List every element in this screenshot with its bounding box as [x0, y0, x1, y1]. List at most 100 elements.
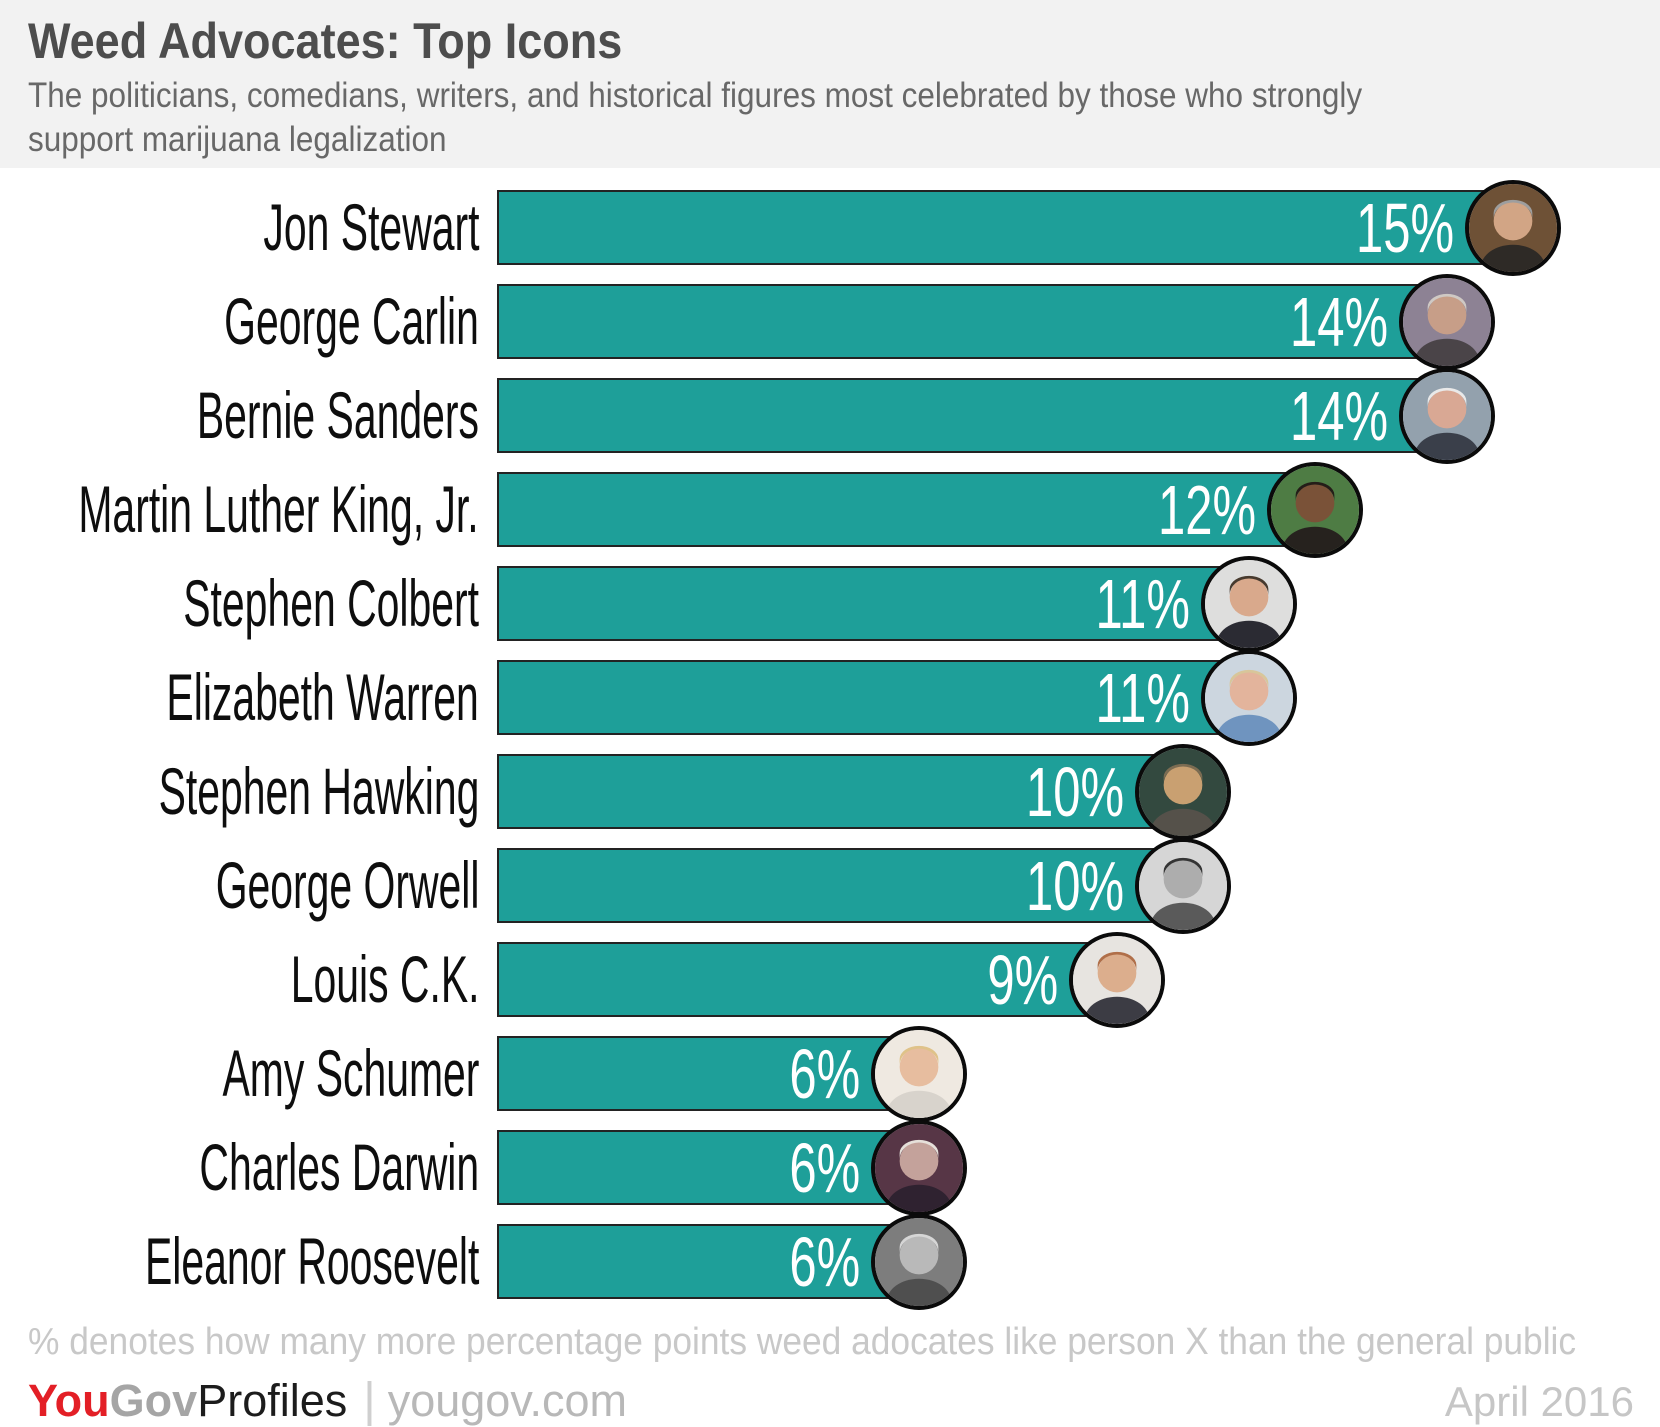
value-bar: 11%: [497, 566, 1249, 641]
logo-separator: |: [363, 1374, 376, 1427]
portrait-jon-stewart: [1469, 184, 1557, 272]
chart-row: Stephen Hawking 10%: [0, 744, 1660, 840]
person-name-label: Jon Stewart: [262, 190, 479, 264]
value-label: 12%: [1157, 470, 1256, 549]
chart-row: Charles Darwin 6%: [0, 1120, 1660, 1216]
portrait-martin-luther-king-jr: [1271, 466, 1359, 554]
logo-you: You: [28, 1375, 110, 1426]
bar-track: 11%: [497, 650, 1660, 746]
value-label: 6%: [789, 1034, 860, 1113]
bar-track: 12%: [497, 462, 1660, 558]
portrait-louis-ck: [1073, 936, 1161, 1024]
person-name-label: Amy Schumer: [222, 1036, 479, 1110]
value-label: 11%: [1095, 564, 1190, 643]
person-name-label: Stephen Colbert: [183, 566, 479, 640]
bar-track: 14%: [497, 274, 1660, 370]
value-bar: 10%: [497, 848, 1183, 923]
value-bar: 12%: [497, 472, 1315, 547]
portrait-elizabeth-warren: [1205, 654, 1293, 742]
portrait-amy-schumer: [875, 1030, 963, 1118]
person-name-label: Eleanor Roosevelt: [144, 1224, 479, 1298]
bar-track: 6%: [497, 1026, 1660, 1122]
chart-row: Bernie Sanders 14%: [0, 368, 1660, 464]
bar-track: 14%: [497, 368, 1660, 464]
publication-date: April 2016: [1444, 1378, 1634, 1425]
value-label: 14%: [1289, 376, 1388, 455]
chart-row: Eleanor Roosevelt 6%: [0, 1214, 1660, 1310]
person-name-label: George Carlin: [224, 284, 479, 358]
value-bar: 10%: [497, 754, 1183, 829]
value-bar: 6%: [497, 1224, 919, 1299]
chart-footnote: % denotes how many more percentage point…: [28, 1321, 1577, 1363]
avatar-jon-stewart: [1465, 180, 1561, 276]
page-title: Weed Advocates: Top Icons: [28, 13, 623, 69]
person-name-label: George Orwell: [215, 848, 479, 922]
value-label: 6%: [789, 1128, 860, 1207]
chart-row: George Carlin 14%: [0, 274, 1660, 370]
bar-track: 11%: [497, 556, 1660, 652]
avatar-louis-ck: [1069, 932, 1165, 1028]
chart-row: Louis C.K. 9%: [0, 932, 1660, 1028]
avatar-george-carlin: [1399, 274, 1495, 370]
value-bar: 11%: [497, 660, 1249, 735]
portrait-stephen-colbert: [1205, 560, 1293, 648]
avatar-martin-luther-king-jr: [1267, 462, 1363, 558]
portrait-george-carlin: [1403, 278, 1491, 366]
subtitle-line-2: support marijuana legalization: [28, 120, 447, 159]
logo-gov: Gov: [109, 1375, 198, 1426]
value-bar: 14%: [497, 284, 1447, 359]
portrait-stephen-hawking: [1139, 748, 1227, 836]
avatar-eleanor-roosevelt: [871, 1214, 967, 1310]
value-bar: 6%: [497, 1036, 919, 1111]
person-name-label: Elizabeth Warren: [166, 660, 479, 734]
value-label: 6%: [789, 1222, 860, 1301]
value-label: 14%: [1289, 282, 1388, 361]
chart-row: George Orwell 10%: [0, 838, 1660, 934]
person-name-label: Martin Luther King, Jr.: [78, 472, 479, 546]
value-bar: 9%: [497, 942, 1117, 1017]
value-label: 10%: [1025, 752, 1124, 831]
page-subtitle: The politicians, comedians, writers, and…: [28, 74, 1470, 162]
portrait-bernie-sanders: [1403, 372, 1491, 460]
portrait-eleanor-roosevelt: [875, 1218, 963, 1306]
portrait-charles-darwin: [875, 1124, 963, 1212]
avatar-george-orwell: [1135, 838, 1231, 934]
avatar-stephen-hawking: [1135, 744, 1231, 840]
value-bar: 14%: [497, 378, 1447, 453]
bar-track: 10%: [497, 838, 1660, 934]
person-name-label: Stephen Hawking: [158, 754, 479, 828]
bar-track: 6%: [497, 1214, 1660, 1310]
value-label: 10%: [1025, 846, 1124, 925]
avatar-elizabeth-warren: [1201, 650, 1297, 746]
chart-row: Jon Stewart 15%: [0, 180, 1660, 276]
portrait-george-orwell: [1139, 842, 1227, 930]
bar-chart: Jon Stewart 15% George Carlin: [0, 180, 1660, 1310]
value-bar: 6%: [497, 1130, 919, 1205]
footer-bar: YouGovProfiles | yougov.com April 2016: [0, 1377, 1660, 1426]
value-bar: 15%: [497, 190, 1513, 265]
subtitle-line-1: The politicians, comedians, writers, and…: [28, 76, 1363, 115]
avatar-amy-schumer: [871, 1026, 967, 1122]
value-label: 15%: [1355, 188, 1454, 267]
chart-header: Weed Advocates: Top Icons The politician…: [0, 0, 1660, 168]
chart-row: Stephen Colbert 11%: [0, 556, 1660, 652]
person-name-label: Bernie Sanders: [196, 378, 479, 452]
chart-row: Martin Luther King, Jr. 12%: [0, 462, 1660, 558]
avatar-charles-darwin: [871, 1120, 967, 1216]
site-url: yougov.com: [387, 1375, 628, 1426]
avatar-bernie-sanders: [1399, 368, 1495, 464]
person-name-label: Louis C.K.: [290, 942, 479, 1016]
value-label: 9%: [987, 940, 1058, 1019]
bar-track: 15%: [497, 180, 1660, 276]
avatar-stephen-colbert: [1201, 556, 1297, 652]
logo-profiles: Profiles: [197, 1375, 348, 1426]
chart-row: Amy Schumer 6%: [0, 1026, 1660, 1122]
bar-track: 10%: [497, 744, 1660, 840]
chart-row: Elizabeth Warren 11%: [0, 650, 1660, 746]
value-label: 11%: [1095, 658, 1190, 737]
bar-track: 9%: [497, 932, 1660, 1028]
person-name-label: Charles Darwin: [199, 1130, 479, 1204]
bar-track: 6%: [497, 1120, 1660, 1216]
yougov-logo: YouGovProfiles | yougov.com: [28, 1377, 627, 1425]
